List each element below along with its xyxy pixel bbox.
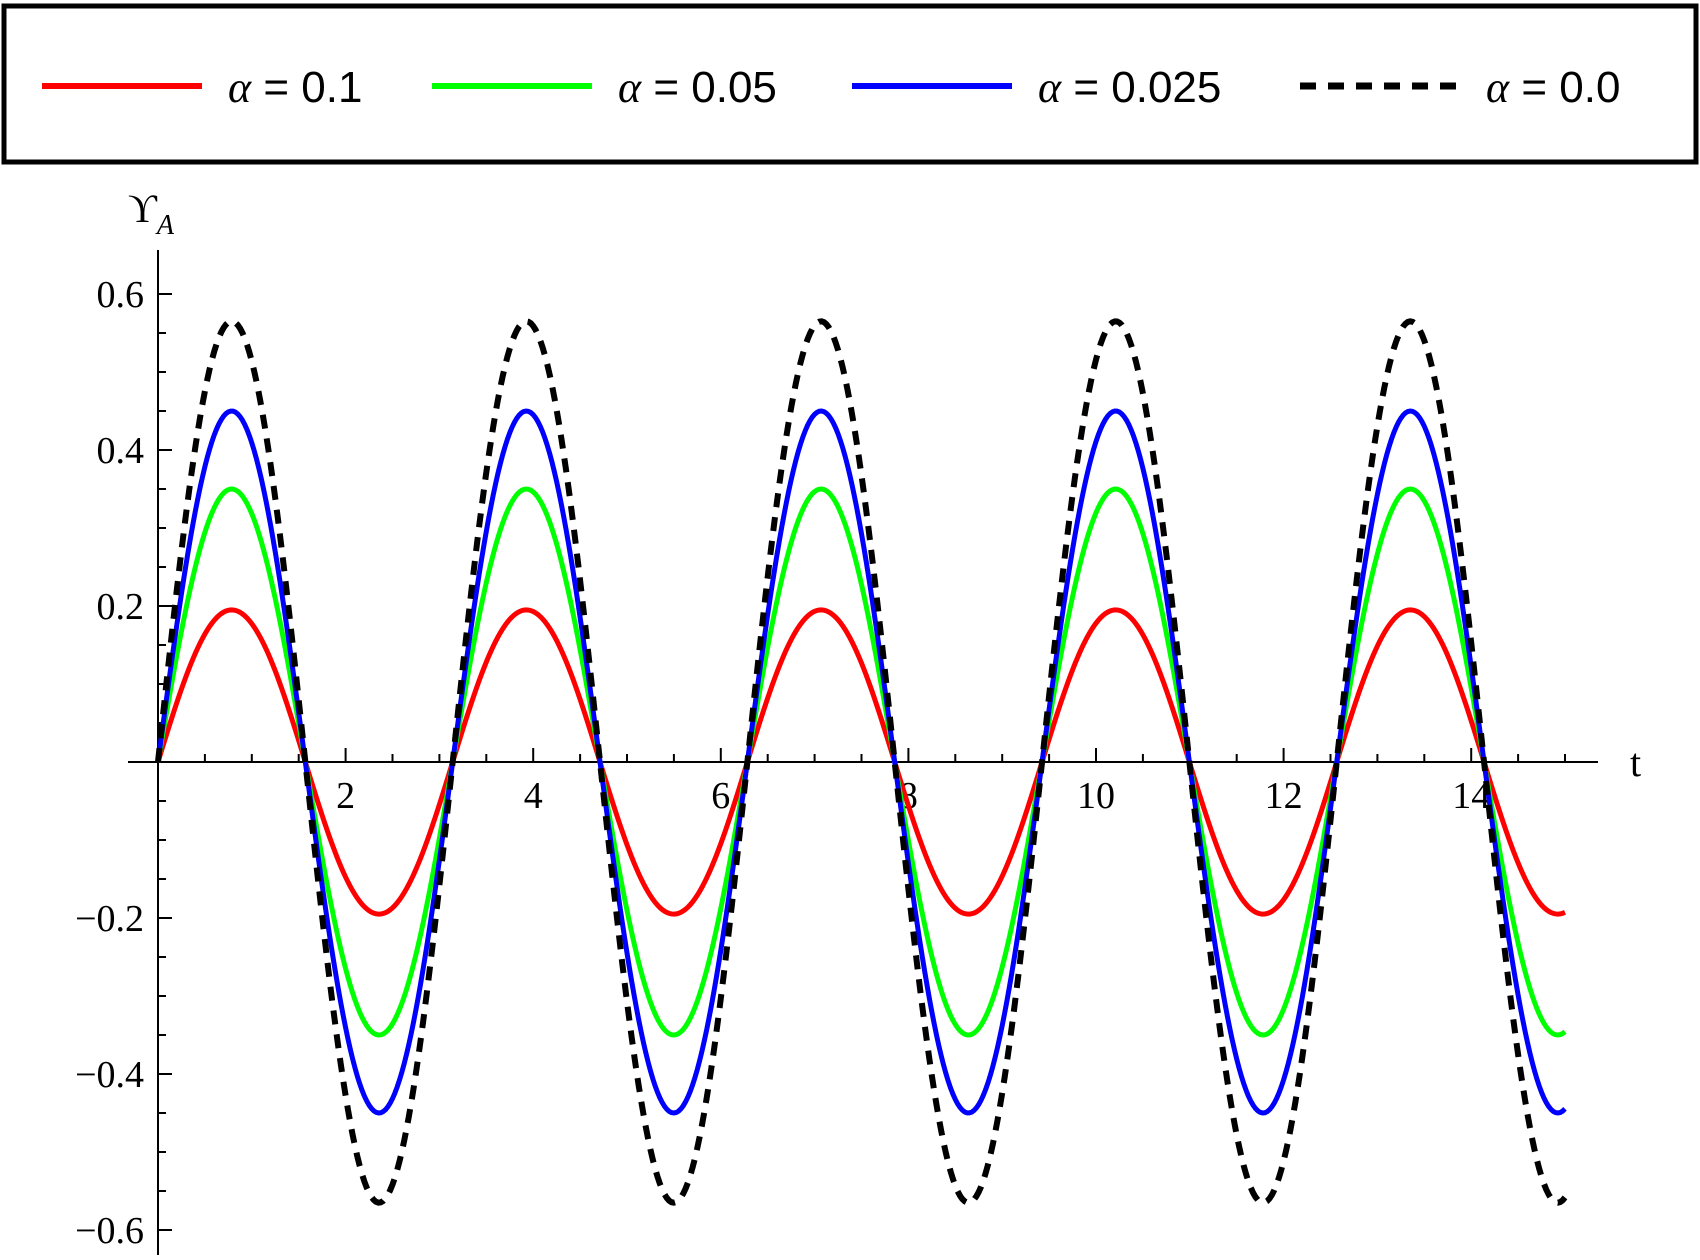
- y-tick-label: 0.6: [97, 274, 145, 316]
- series-line-1: [155, 607, 1566, 917]
- legend-label-1: α = 0.1: [228, 63, 362, 112]
- legend-label-2: α = 0.05: [618, 63, 777, 112]
- x-tick-label: 12: [1265, 775, 1303, 817]
- x-tick-label: 6: [711, 775, 730, 817]
- y-tick-label: −0.2: [75, 898, 144, 940]
- x-tick-label: 2: [336, 775, 355, 817]
- series-layer: [155, 318, 1568, 1206]
- series-line-3: [155, 408, 1567, 1116]
- y-tick-label: 0.4: [97, 430, 145, 472]
- x-tick-label: 4: [524, 775, 543, 817]
- x-tick-label: 10: [1077, 775, 1115, 817]
- axes: t ϒA: [128, 186, 1641, 1255]
- legend-label-3: α = 0.025: [1038, 63, 1221, 112]
- y-axis-label-subscript: A: [155, 210, 175, 241]
- y-tick-label: 0.2: [97, 586, 145, 628]
- y-axis-label: ϒA: [128, 186, 175, 241]
- y-tick-label: −0.6: [75, 1210, 144, 1252]
- x-axis-label: t: [1630, 740, 1641, 785]
- y-tick-label: −0.4: [75, 1054, 144, 1096]
- legend-label-4: α = 0.0: [1486, 63, 1620, 112]
- y-axis-label-main: ϒ: [128, 186, 158, 231]
- series-line-4: [155, 318, 1568, 1206]
- legend: α = 0.1 α = 0.05 α = 0.025 α = 0.0: [1, 3, 1699, 165]
- ticks: 2 4 6 8 10 12 140.60.40.2−0.2−0.4−0.6: [75, 274, 1566, 1252]
